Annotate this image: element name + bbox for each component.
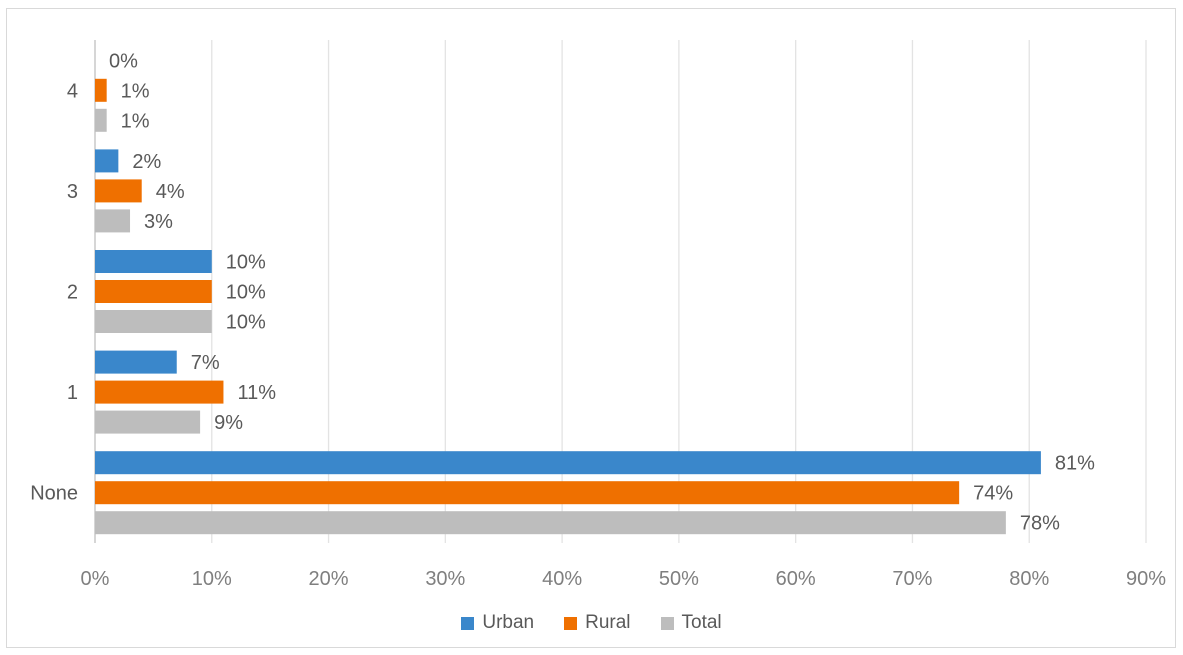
data-label-total-3: 3%	[144, 211, 173, 233]
bar-total-2	[95, 310, 212, 333]
x-tick-label-40-: 40%	[542, 568, 582, 590]
bar-urban-1	[95, 350, 177, 374]
bar-total-3	[95, 209, 131, 233]
legend-swatch-rural	[564, 616, 578, 630]
data-label-rural-none: 74%	[973, 483, 1013, 505]
legend-item-total: Total	[660, 612, 722, 634]
data-label-total-4: 1%	[121, 110, 150, 132]
bar-rural-1	[95, 380, 224, 404]
data-label-urban-3: 2%	[132, 151, 161, 173]
bar-total-4	[95, 108, 107, 132]
x-tick-label-30-: 30%	[425, 568, 465, 590]
category-label-1: 1	[67, 382, 78, 404]
legend: Urban Rural Total	[0, 610, 1183, 636]
data-label-total-2: 10%	[226, 312, 266, 334]
data-label-rural-2: 10%	[226, 282, 266, 304]
legend-swatch-urban	[461, 616, 475, 630]
bar-rural-3	[95, 179, 142, 203]
legend-label-rural: Rural	[585, 612, 631, 633]
bar-rural-4	[95, 78, 107, 102]
legend-item-rural: Rural	[564, 612, 631, 634]
data-label-rural-4: 1%	[121, 80, 150, 102]
x-tick-label-10-: 10%	[192, 568, 232, 590]
bar-urban-2	[95, 250, 212, 273]
bar-urban-none	[95, 451, 1041, 475]
x-tick-label-90-: 90%	[1126, 568, 1166, 590]
x-tick-label-70-: 70%	[892, 568, 932, 590]
x-tick-label-0-: 0%	[81, 568, 110, 590]
data-label-rural-1: 11%	[237, 382, 276, 404]
bar-rural-2	[95, 280, 212, 303]
x-tick-label-50-: 50%	[659, 568, 699, 590]
legend-label-urban: Urban	[482, 612, 535, 633]
data-label-urban-1: 7%	[191, 352, 220, 374]
data-label-rural-3: 4%	[156, 181, 185, 203]
legend-swatch-total	[660, 616, 674, 630]
bar-chart: 0% 10% 20% 30% 40% 50% 60% 70% 80% 90%None81%74%7…	[30, 40, 1166, 590]
category-label-4: 4	[67, 80, 78, 102]
bar-total-1	[95, 410, 201, 434]
legend-label-total: Total	[681, 612, 722, 633]
legend-item-urban: Urban	[461, 612, 534, 634]
data-label-urban-none: 81%	[1055, 453, 1095, 475]
x-tick-label-20-: 20%	[309, 568, 349, 590]
bar-urban-3	[95, 149, 119, 173]
data-label-total-none: 78%	[1020, 513, 1060, 535]
category-label-2: 2	[67, 282, 78, 304]
bar-rural-none	[95, 481, 960, 505]
data-label-urban-4: 0%	[109, 50, 138, 72]
x-tick-label-60-: 60%	[776, 568, 816, 590]
bar-total-none	[95, 511, 1006, 535]
data-label-total-1: 9%	[214, 412, 243, 434]
category-label-none: None	[30, 483, 78, 505]
category-label-3: 3	[67, 181, 78, 203]
x-tick-label-80-: 80%	[1009, 568, 1049, 590]
data-label-urban-2: 10%	[226, 252, 266, 274]
